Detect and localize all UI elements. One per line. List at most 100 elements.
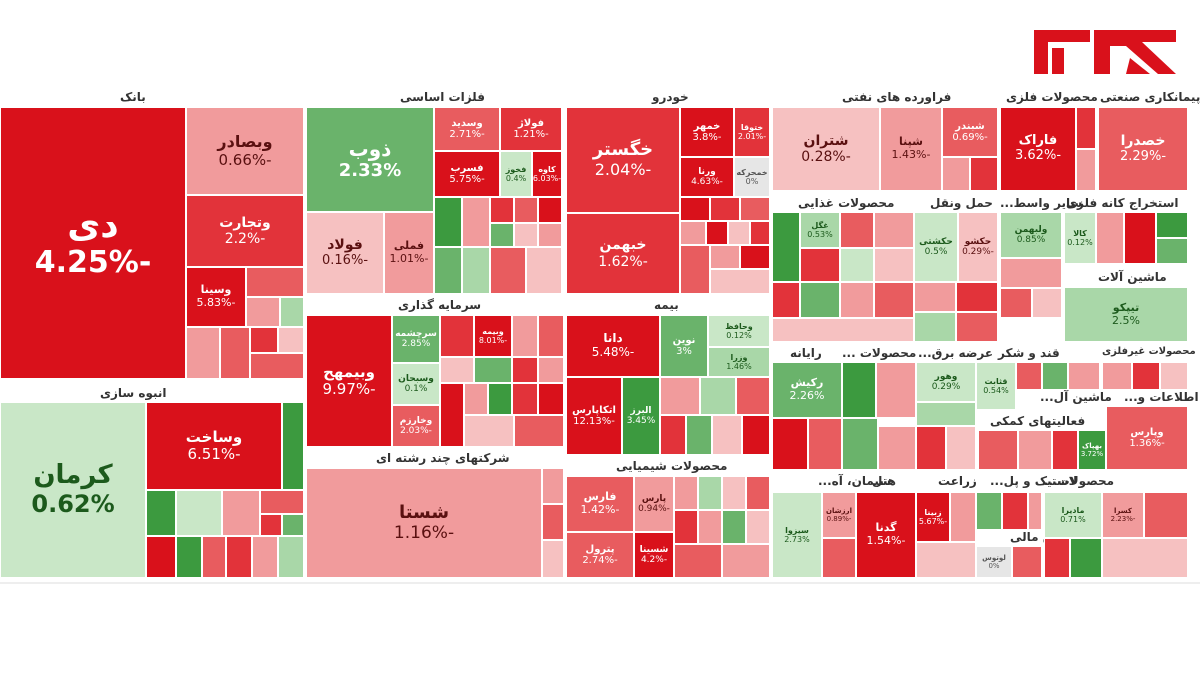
tile-small[interactable] xyxy=(1042,362,1068,390)
tile-small[interactable] xyxy=(772,212,800,282)
tile-small[interactable] xyxy=(978,430,1018,470)
tile-gedna[interactable]: گدنا -1.54% xyxy=(856,492,916,578)
tile-khvirna[interactable]: ورنا -4.63% xyxy=(680,157,734,197)
tile-small[interactable] xyxy=(1156,238,1188,264)
tile-vbsader[interactable]: وبصادر -0.66% xyxy=(186,107,304,195)
tile-small[interactable] xyxy=(146,536,176,578)
tile-small[interactable] xyxy=(250,353,304,379)
tile-small[interactable] xyxy=(542,504,564,540)
tile-zebina[interactable]: زبینا -5.67% xyxy=(916,492,950,542)
tile-small[interactable] xyxy=(462,247,490,294)
tile-small[interactable] xyxy=(822,538,856,578)
tile-novin[interactable]: نوین 3% xyxy=(660,315,708,377)
tile-tipko[interactable]: تیپکو 2.5% xyxy=(1064,287,1188,342)
tile-kave[interactable]: کاوه -6.03% xyxy=(532,151,562,197)
tile-shetran[interactable]: شتران -0.28% xyxy=(772,107,880,191)
tile-zob[interactable]: ذوب 2.33% xyxy=(306,107,434,212)
tile-petrol[interactable]: پترول -2.74% xyxy=(566,532,634,578)
tile-small[interactable] xyxy=(712,415,742,455)
tile-small[interactable] xyxy=(970,157,998,191)
tile-small[interactable] xyxy=(282,402,304,490)
tile-small[interactable] xyxy=(226,536,252,578)
tile-shebandar[interactable]: شبندر -0.69% xyxy=(942,107,998,157)
tile-small[interactable] xyxy=(946,426,976,470)
tile-small[interactable] xyxy=(956,282,998,312)
tile-small[interactable] xyxy=(526,247,562,294)
tile-fameli[interactable]: فملی -1.01% xyxy=(384,212,434,294)
tile-khebahman[interactable]: خبهمن -1.62% xyxy=(566,213,680,294)
tile-alborz[interactable]: البرز 3.45% xyxy=(622,377,660,455)
tile-small[interactable] xyxy=(660,415,686,455)
tile-vkarakh[interactable]: بهپاک 3.72% xyxy=(1078,430,1106,470)
tile-small[interactable] xyxy=(512,315,538,357)
tile-vkaran[interactable]: وزرا 1.46% xyxy=(708,347,770,377)
tile-small[interactable] xyxy=(1124,212,1156,264)
tile-small[interactable] xyxy=(742,415,770,455)
tile-small[interactable] xyxy=(202,536,226,578)
tile-small[interactable] xyxy=(220,327,250,379)
tile-small[interactable] xyxy=(1002,492,1028,530)
tile-vsina[interactable]: وسینا -5.83% xyxy=(186,267,246,327)
tile-small[interactable] xyxy=(514,197,538,223)
tile-small[interactable] xyxy=(750,221,770,245)
tile-small[interactable] xyxy=(914,282,956,312)
tile-small[interactable] xyxy=(710,245,740,269)
tile-shepna[interactable]: شپنا -1.43% xyxy=(880,107,942,191)
tile-fn[interactable]: لوتوس 0% xyxy=(976,546,1012,578)
tile-small[interactable] xyxy=(434,247,462,294)
tile-kala[interactable]: کالا 0.12% xyxy=(1064,212,1096,264)
tile-small[interactable] xyxy=(514,223,538,247)
tile-small[interactable] xyxy=(514,415,564,447)
tile-small[interactable] xyxy=(772,282,800,318)
tile-fakhooz[interactable]: فخوز 0.4% xyxy=(500,151,532,197)
tile-small[interactable] xyxy=(490,247,526,294)
tile-small[interactable] xyxy=(464,383,488,415)
tile-dana[interactable]: دانا -5.48% xyxy=(566,315,660,377)
tile-kerman[interactable]: کرمان 0.62% xyxy=(0,402,146,578)
tile-khsadra[interactable]: خصدرا -2.29% xyxy=(1098,107,1188,191)
tile-small[interactable] xyxy=(252,536,278,578)
tile-khegostar[interactable]: خگستر -2.04% xyxy=(566,107,680,213)
tile-small[interactable] xyxy=(176,490,222,536)
tile-small[interactable] xyxy=(1132,362,1160,390)
tile-kalsak[interactable]: کسرا -2.23% xyxy=(1102,492,1144,538)
tile-di[interactable]: دی -4.25% xyxy=(0,107,186,379)
tile-fesorb[interactable]: فسرب -5.75% xyxy=(434,151,500,197)
tile-small[interactable] xyxy=(686,415,712,455)
tile-small[interactable] xyxy=(538,383,564,415)
tile-small[interactable] xyxy=(728,221,750,245)
tile-small[interactable] xyxy=(1070,538,1102,578)
tile-small[interactable] xyxy=(246,297,280,327)
tile-small[interactable] xyxy=(840,212,874,248)
tile-shasta[interactable]: شستا -1.16% xyxy=(306,468,542,578)
tile-small[interactable] xyxy=(710,197,740,221)
tile-small[interactable] xyxy=(1068,362,1100,390)
tile-qathabet[interactable]: قثابت 0.54% xyxy=(976,362,1016,410)
tile-serchesh[interactable]: سرچشمه 2.85% xyxy=(392,315,440,363)
tile-small[interactable] xyxy=(698,476,722,510)
tile-small[interactable] xyxy=(246,267,304,297)
tile-small[interactable] xyxy=(542,468,564,504)
tile-small[interactable] xyxy=(878,426,916,470)
tile-kalahan[interactable]: غگل 0.53% xyxy=(800,212,840,248)
tile-small[interactable] xyxy=(698,510,722,544)
tile-small[interactable] xyxy=(488,383,512,415)
tile-small[interactable] xyxy=(840,282,874,318)
tile-vrazin[interactable]: وپارس -1.36% xyxy=(1106,406,1188,470)
tile-foolad[interactable]: فولاد -0.16% xyxy=(306,212,384,294)
tile-small[interactable] xyxy=(1102,362,1132,390)
tile-small[interactable] xyxy=(250,327,278,353)
tile-small[interactable] xyxy=(700,377,736,415)
tile-small[interactable] xyxy=(278,536,304,578)
tile-small[interactable] xyxy=(942,157,970,191)
tile-vsadid[interactable]: وسدید -2.71% xyxy=(434,107,500,151)
tile-small[interactable] xyxy=(1156,212,1188,238)
tile-vlbahman[interactable]: ولبهمن 0.85% xyxy=(1000,212,1062,258)
tile-small[interactable] xyxy=(800,282,840,318)
tile-small[interactable] xyxy=(282,514,304,536)
tile-vsepahan[interactable]: وسبحان 0.1% xyxy=(392,363,440,405)
tile-small[interactable] xyxy=(740,197,770,221)
tile-small[interactable] xyxy=(542,540,564,578)
tile-small[interactable] xyxy=(916,402,976,426)
tile-small[interactable] xyxy=(976,492,1002,530)
